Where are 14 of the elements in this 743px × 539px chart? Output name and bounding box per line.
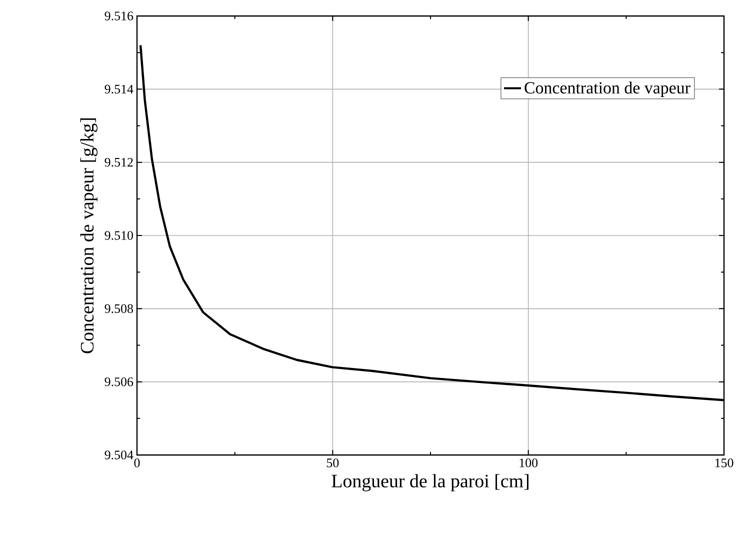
legend-label: Concentration de vapeur xyxy=(524,82,690,98)
x-tick-label: 100 xyxy=(520,458,538,468)
y-tick-label: 9.514 xyxy=(104,84,134,94)
y-tick-label: 9.504 xyxy=(104,450,134,460)
y-tick-label: 9.510 xyxy=(104,231,133,240)
y-tick-label: 9.516 xyxy=(104,12,134,20)
x-tick-label: 50 xyxy=(326,458,339,468)
x-tick-label: 150 xyxy=(715,458,734,468)
x-axis-title: Longueur de la paroi [cm] xyxy=(332,474,528,492)
y-tick-label: 9.508 xyxy=(104,304,133,314)
y-axis-title: Concentration de vapeur [g/kg] xyxy=(80,118,98,354)
x-tick-label: 0 xyxy=(134,458,140,468)
y-tick-label: 9.506 xyxy=(104,377,134,386)
y-tick-label: 9.512 xyxy=(104,158,133,167)
